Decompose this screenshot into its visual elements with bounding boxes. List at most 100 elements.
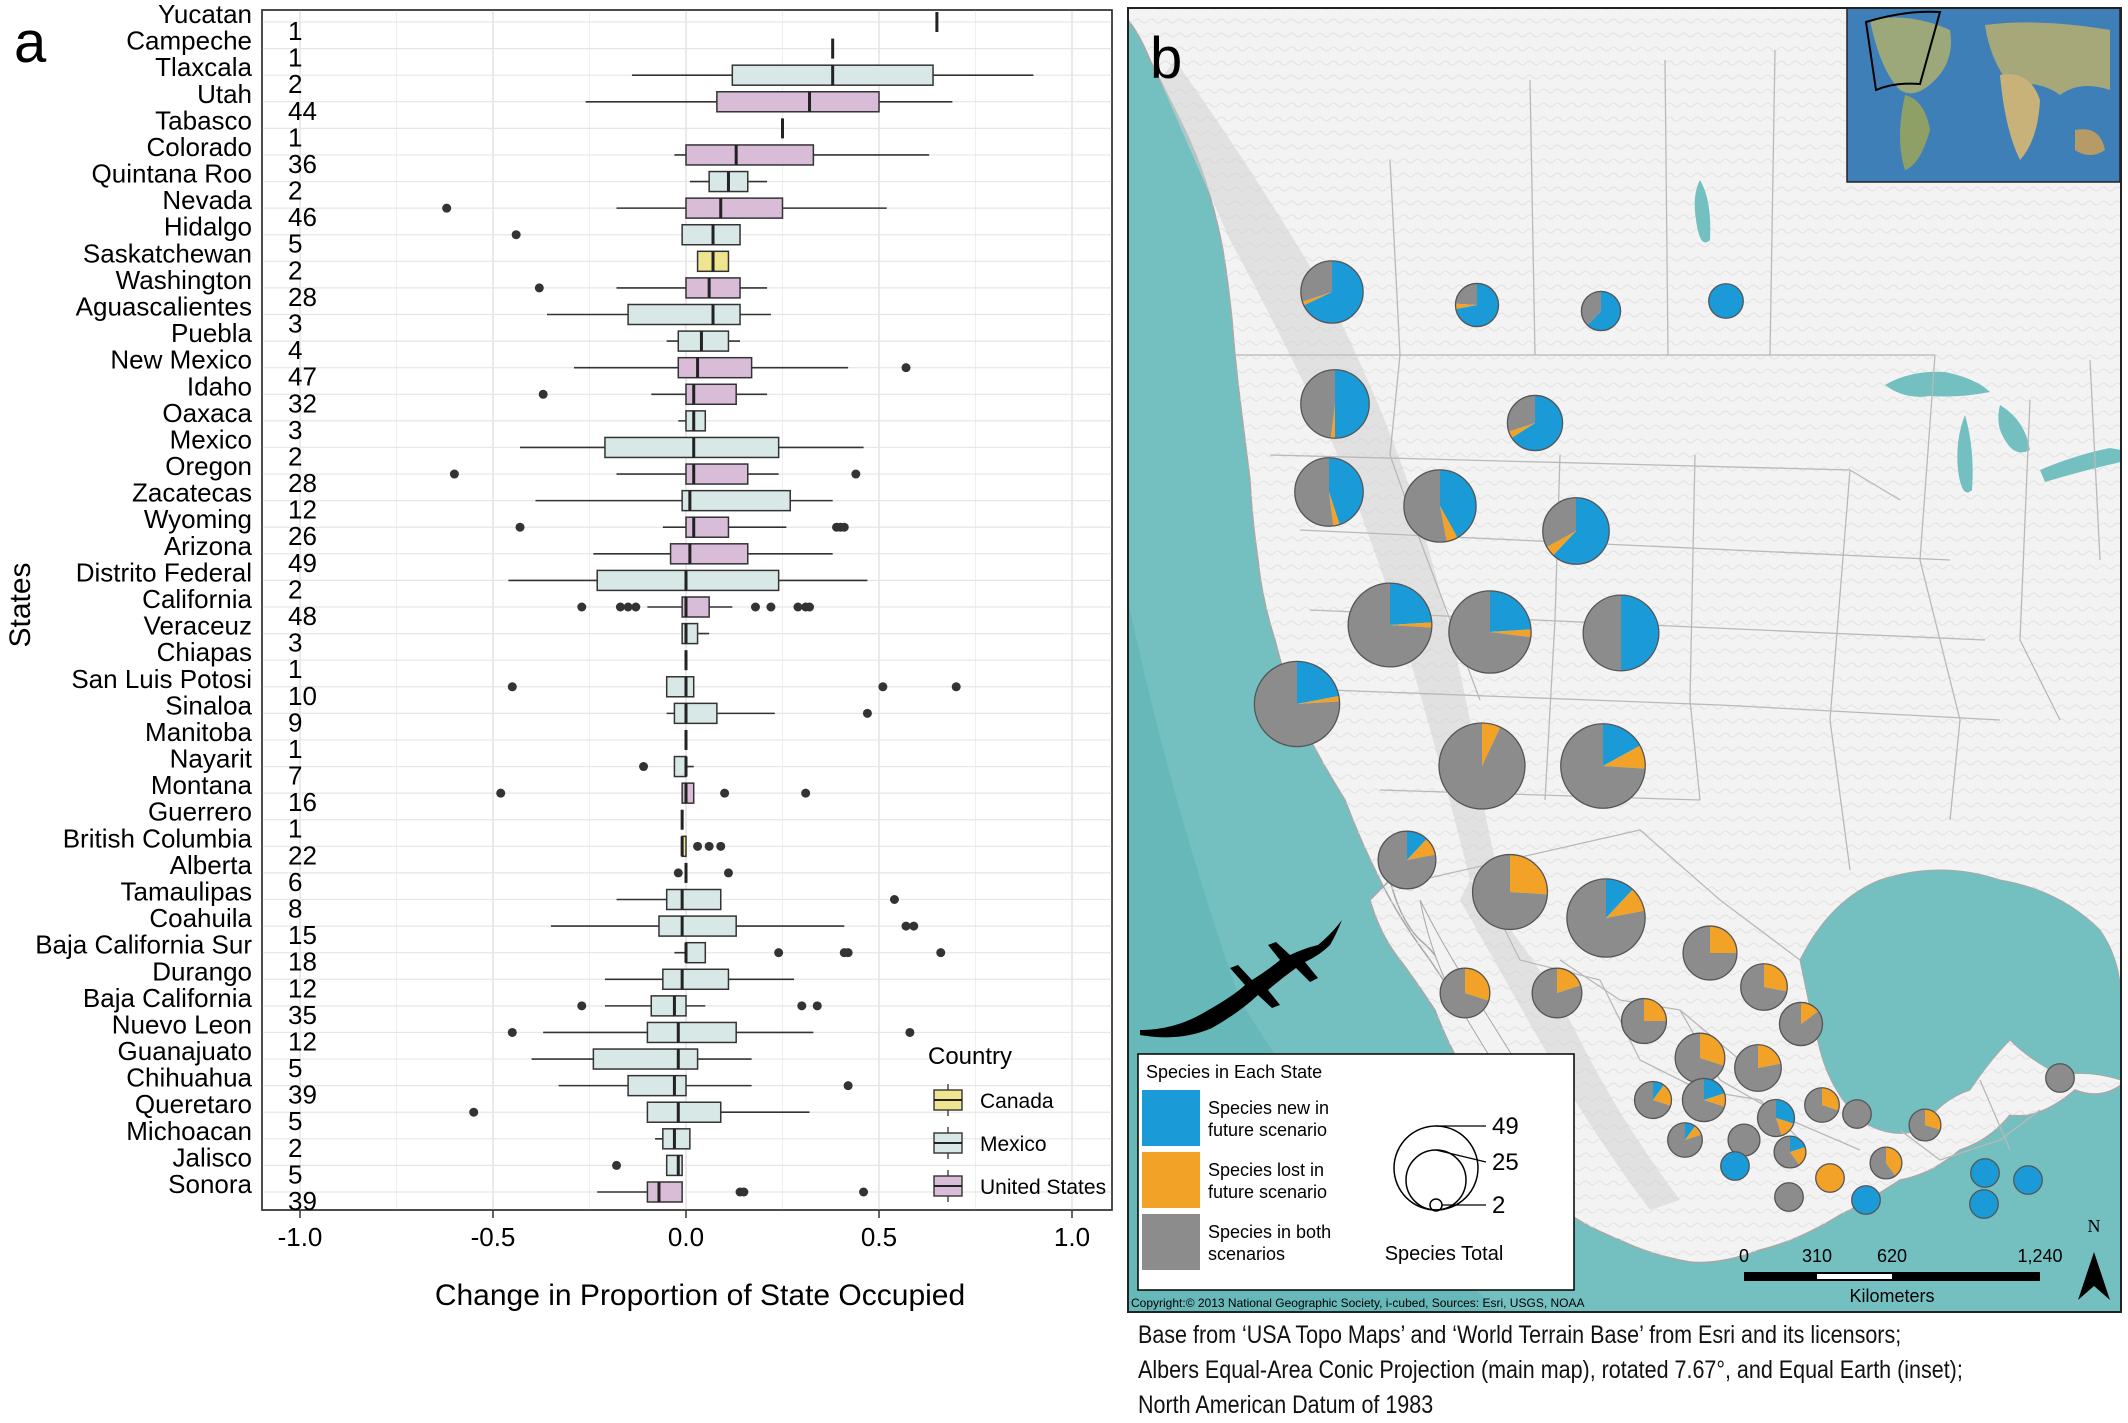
count-label: 46 <box>288 202 317 232</box>
count-label: 6 <box>288 867 302 897</box>
outlier-point <box>723 868 733 878</box>
box <box>685 941 707 964</box>
lake-erie-ontario <box>2040 448 2121 482</box>
state-pie <box>1815 1163 1845 1193</box>
state-label: Chihuahua <box>126 1063 252 1093</box>
scale-tick-0: 0 <box>1739 1246 1749 1266</box>
outlier-point <box>901 363 911 373</box>
state-pie <box>1439 967 1491 1019</box>
pie-slice-lost <box>1700 1033 1725 1066</box>
pie-slice-both <box>1581 291 1601 326</box>
box <box>685 516 730 538</box>
state-label: British Columbia <box>63 823 253 853</box>
pie-slice-lost <box>1390 622 1432 628</box>
pie-slice-both <box>1440 968 1489 1018</box>
state-pie <box>1869 1146 1903 1180</box>
pie-slice-lost <box>1653 1085 1672 1106</box>
pie-outline <box>1582 594 1660 672</box>
pie-outline <box>1438 722 1526 810</box>
state-pie <box>1454 282 1500 328</box>
outlier-point <box>951 682 961 692</box>
count-label: 28 <box>288 468 317 498</box>
lake-michigan <box>1957 415 1973 493</box>
pie-slice-new <box>1335 369 1370 439</box>
state-label: Michoacan <box>126 1116 252 1146</box>
size-legend-title: Species Total <box>1385 1243 1504 1265</box>
state-pie <box>1582 594 1660 672</box>
pie-slice-both <box>1472 854 1548 930</box>
pie-outline <box>1970 1158 2000 1188</box>
pie-slice-both <box>1779 1002 1823 1046</box>
count-label: 36 <box>288 149 317 179</box>
outlier-point <box>496 788 506 798</box>
count-label: 1 <box>288 43 302 73</box>
box <box>685 197 784 219</box>
pie-slice-both <box>1870 1147 1896 1179</box>
state-pie <box>1471 853 1549 931</box>
pie-slice-new <box>1303 260 1364 324</box>
box <box>627 303 741 326</box>
state-pie <box>1756 1098 1796 1138</box>
count-label: 2 <box>288 176 302 206</box>
count-label: 48 <box>288 601 317 631</box>
state-label: Montana <box>151 770 253 800</box>
pie-slice-lost <box>1302 292 1332 306</box>
outlier-point <box>615 602 625 612</box>
outlier-point <box>449 469 459 479</box>
count-label: 5 <box>288 1106 302 1136</box>
count-label: 2 <box>288 574 302 604</box>
legend-label: United States <box>980 1176 1106 1199</box>
pie-slice-new <box>1653 1081 1664 1100</box>
pie-outline <box>1403 469 1477 543</box>
pie-slice-new <box>1329 457 1364 525</box>
lake-huron <box>1998 405 2030 453</box>
state-label: Tabasco <box>155 105 252 135</box>
country-legend: Country Canada Mexico United States <box>928 1043 1106 1202</box>
state-label: Nayarit <box>170 744 253 774</box>
state-pie <box>1253 660 1341 748</box>
outlier-point <box>538 389 548 399</box>
state-label: Hidalgo <box>164 212 252 242</box>
count-label: 1 <box>288 122 302 152</box>
state-pie <box>1403 469 1477 543</box>
pie-slice-lost <box>1710 926 1737 953</box>
count-label: 35 <box>288 1000 317 1030</box>
pie-slice-new <box>1970 1158 2000 1188</box>
state-label: Baja California <box>83 983 253 1013</box>
state-pie <box>1804 1087 1840 1123</box>
box <box>669 543 749 565</box>
scale-tick-310: 310 <box>1802 1246 1832 1266</box>
box <box>685 144 815 166</box>
pie-slice-both <box>1300 260 1332 302</box>
count-label: 26 <box>288 521 317 551</box>
state-label: Arizona <box>164 531 253 561</box>
box <box>673 755 687 778</box>
pie-slice-new <box>1511 395 1563 451</box>
pie-outline <box>1842 1099 1872 1129</box>
box <box>662 968 730 991</box>
outlier-point <box>577 602 587 612</box>
state-pie <box>1727 1123 1761 1157</box>
count-label: 5 <box>288 1159 302 1189</box>
map-legend-label: scenarios <box>1208 1244 1285 1264</box>
north-arrow: N <box>2078 1216 2110 1300</box>
map-legend-label: Species new in <box>1208 1098 1329 1118</box>
outlier-point <box>507 1027 517 1037</box>
pie-outline <box>1439 967 1491 1019</box>
box <box>665 1154 683 1177</box>
pie-outline <box>1774 1182 1804 1212</box>
boxes <box>592 12 939 1203</box>
outlier-point <box>859 1187 869 1197</box>
panel-a-letter: a <box>14 10 47 75</box>
lake-superior <box>1885 371 1990 397</box>
state-pie <box>1300 369 1370 439</box>
state-pie <box>1851 1185 1881 1215</box>
state-pie <box>1531 967 1583 1019</box>
state-pie <box>1300 260 1364 324</box>
count-label: 44 <box>288 96 317 126</box>
state-label: Chiapas <box>157 637 252 667</box>
pie-slice-lost <box>1455 303 1477 310</box>
caption-line-2: Albers Equal-Area Conic Projection (main… <box>1138 1356 1963 1384</box>
outlier-point <box>534 283 544 293</box>
pie-slice-both <box>1634 1081 1671 1119</box>
